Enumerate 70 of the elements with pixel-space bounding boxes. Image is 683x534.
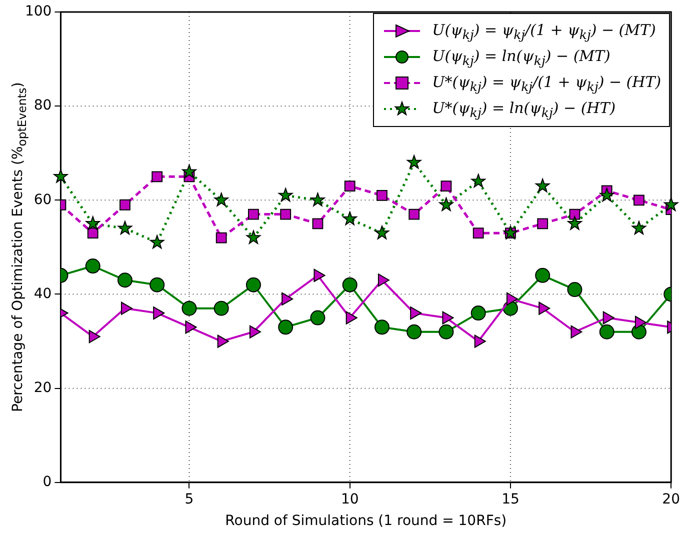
point (312, 218, 324, 230)
legend-label: U*(ψ$_{kj}$) = ln(ψ$_{kj}$) − (HT) (432, 98, 616, 120)
point (470, 306, 486, 321)
y-tick-label: 100 (24, 4, 52, 20)
point (246, 230, 261, 244)
point (310, 192, 325, 206)
point (471, 174, 486, 188)
point (150, 234, 164, 249)
point (214, 192, 229, 206)
point (280, 208, 292, 220)
point (118, 220, 132, 235)
point (117, 272, 132, 288)
point (406, 155, 422, 169)
y-tick-label: 80 (34, 98, 52, 114)
legend-label: U*(ψ$_{kj}$) = ψ$_{kj}$/(1 + ψ$_{kj}$) − (HT) (432, 72, 662, 94)
point (439, 197, 454, 212)
point (535, 178, 550, 192)
x-tick-label: 15 (502, 491, 520, 508)
point (376, 190, 388, 201)
point (472, 228, 484, 239)
point (88, 330, 100, 344)
point (342, 277, 358, 292)
point (152, 171, 163, 182)
point (54, 169, 68, 183)
point (440, 180, 452, 192)
point (87, 228, 98, 239)
point (374, 320, 390, 335)
point (216, 232, 227, 244)
point (278, 188, 293, 202)
y-tick-label: 0 (42, 474, 52, 490)
point (278, 320, 294, 335)
point (150, 277, 165, 292)
x-axis-title: Round of Simulations (1 round = 10RFs) (225, 513, 507, 530)
point (535, 268, 550, 283)
point (600, 188, 614, 202)
point (248, 208, 259, 220)
point (310, 310, 326, 326)
x-tick-label: 10 (340, 491, 359, 508)
point (634, 194, 644, 206)
point (408, 208, 420, 220)
legend-label: U(ψ$_{kj}$) = ψ$_{kj}$/(1 + ψ$_{kj}$) − (MT) (432, 20, 656, 42)
point (342, 211, 357, 226)
point (438, 324, 454, 340)
point (182, 300, 197, 316)
point (120, 302, 132, 315)
point (86, 216, 100, 230)
point (246, 277, 261, 292)
y-tick-label: 20 (34, 380, 52, 396)
point (214, 300, 229, 316)
legend-label: U(ψ$_{kj}$) = ln(ψ$_{kj}$) − (MT) (432, 46, 610, 68)
y-tick-label: 40 (34, 286, 52, 302)
point (631, 324, 646, 340)
point (249, 325, 261, 338)
point (568, 216, 582, 230)
point (85, 258, 100, 274)
point (120, 199, 130, 210)
point (406, 324, 422, 340)
point (632, 220, 646, 235)
x-tick-label: 5 (184, 491, 194, 508)
point (664, 197, 678, 212)
point (374, 226, 390, 240)
point (182, 164, 196, 178)
point (537, 218, 548, 230)
point (378, 274, 390, 287)
y-tick-label: 60 (34, 192, 52, 208)
point (567, 282, 582, 298)
point (344, 180, 356, 192)
point (217, 334, 229, 348)
x-tick-label: 20 (662, 491, 680, 508)
point (599, 324, 614, 340)
